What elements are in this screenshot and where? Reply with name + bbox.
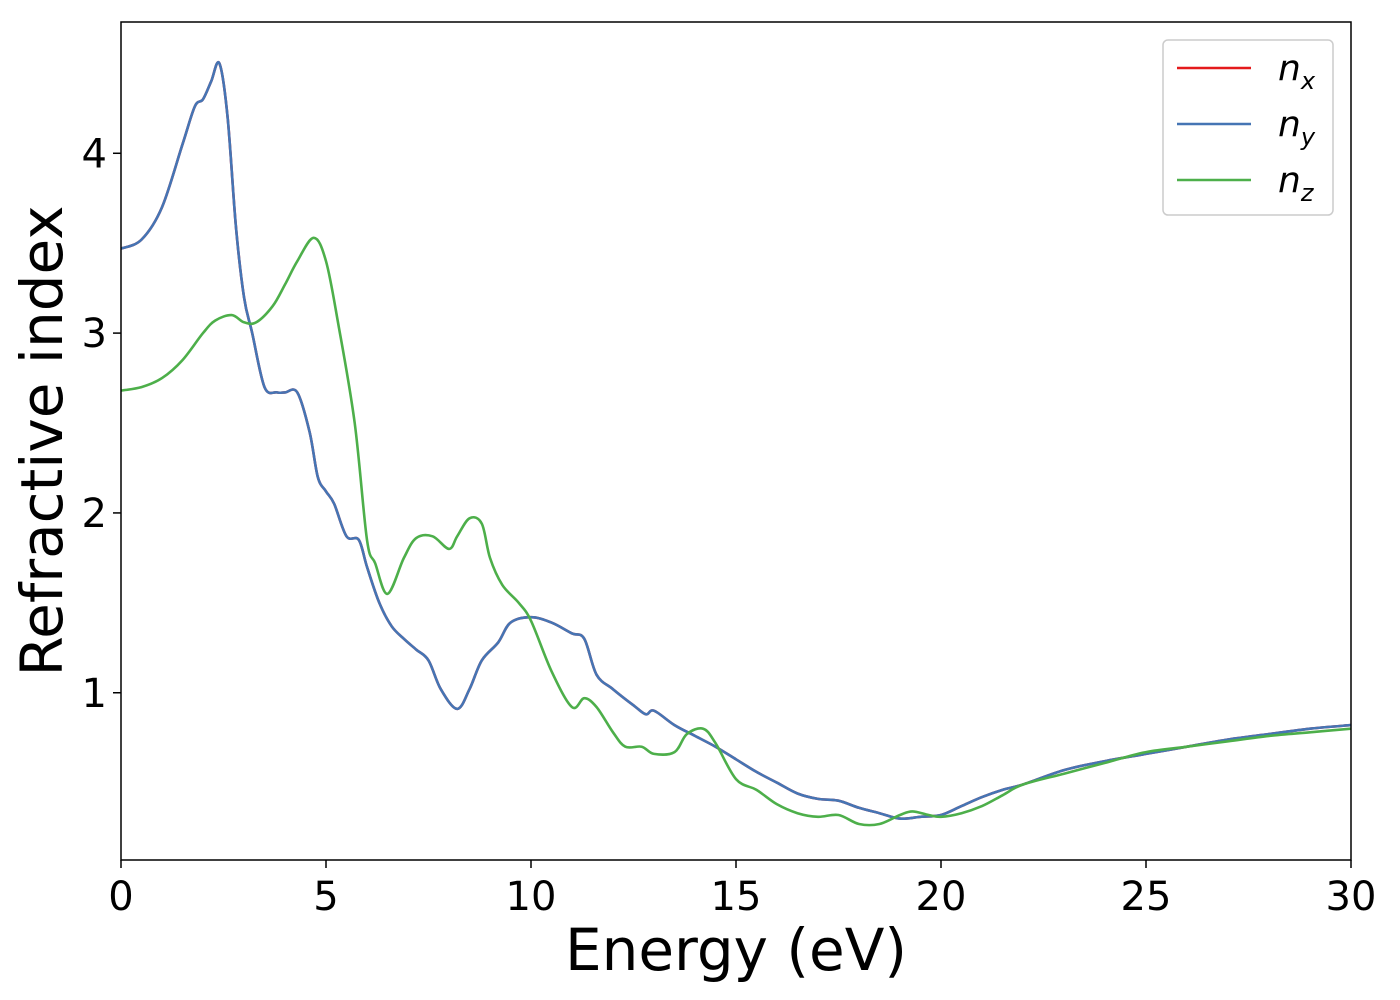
y-tick-label: 1 bbox=[82, 671, 107, 717]
x-tick-label: 15 bbox=[711, 874, 762, 920]
x-axis: 0 5 10 15 20 25 30 bbox=[108, 860, 1376, 920]
legend: nx ny nz bbox=[1162, 39, 1334, 216]
x-tick-label: 30 bbox=[1326, 874, 1377, 920]
y-axis-title: Refractive index bbox=[8, 205, 76, 676]
series-line-nz bbox=[121, 236, 1351, 827]
plot-area bbox=[121, 60, 1351, 827]
legend-label: nx bbox=[1278, 48, 1316, 95]
y-tick-label: 2 bbox=[82, 491, 107, 537]
series-line-ny bbox=[121, 60, 1351, 821]
x-axis-title: Energy (eV) bbox=[565, 916, 907, 984]
x-tick-label: 20 bbox=[916, 874, 967, 920]
x-tick-label: 10 bbox=[506, 874, 557, 920]
x-tick-label: 0 bbox=[108, 874, 133, 920]
legend-label: ny bbox=[1278, 104, 1316, 151]
y-tick-label: 4 bbox=[82, 131, 107, 177]
x-tick-label: 25 bbox=[1121, 874, 1172, 920]
x-tick-label: 5 bbox=[313, 874, 338, 920]
legend-box bbox=[1162, 39, 1334, 216]
y-tick-label: 3 bbox=[82, 311, 107, 357]
y-axis: 1 2 3 4 bbox=[82, 131, 121, 717]
legend-label: nz bbox=[1278, 160, 1315, 207]
